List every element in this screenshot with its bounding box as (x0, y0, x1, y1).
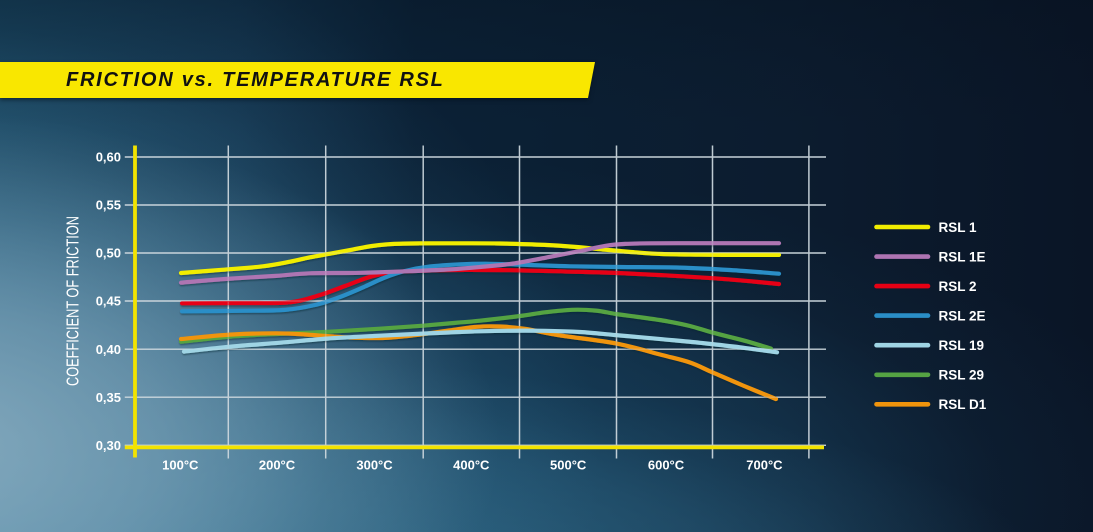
svg-text:0,55: 0,55 (96, 198, 121, 213)
svg-text:600°C: 600°C (648, 458, 685, 473)
svg-text:700°C: 700°C (746, 458, 783, 473)
svg-text:RSL D1: RSL D1 (939, 397, 987, 412)
svg-text:100°C: 100°C (162, 458, 199, 473)
svg-text:0,35: 0,35 (96, 390, 121, 405)
svg-text:500°C: 500°C (550, 458, 587, 473)
svg-text:COEFFICIENT OF FRICTION: COEFFICIENT OF FRICTION (63, 216, 83, 386)
svg-text:300°C: 300°C (356, 458, 393, 473)
svg-text:0,50: 0,50 (96, 246, 121, 261)
svg-text:0,60: 0,60 (96, 150, 121, 165)
svg-text:400°C: 400°C (453, 458, 490, 473)
svg-text:RSL 1: RSL 1 (939, 220, 978, 235)
svg-text:RSL 2E: RSL 2E (939, 308, 986, 323)
svg-text:RSL 2: RSL 2 (939, 279, 977, 294)
svg-text:0,40: 0,40 (96, 342, 121, 357)
svg-text:0,30: 0,30 (96, 438, 121, 453)
svg-text:0,45: 0,45 (96, 294, 121, 309)
svg-text:RSL 19: RSL 19 (939, 338, 985, 353)
svg-text:200°C: 200°C (259, 458, 296, 473)
svg-text:RSL 1E: RSL 1E (939, 249, 986, 264)
svg-text:RSL 29: RSL 29 (939, 368, 985, 383)
